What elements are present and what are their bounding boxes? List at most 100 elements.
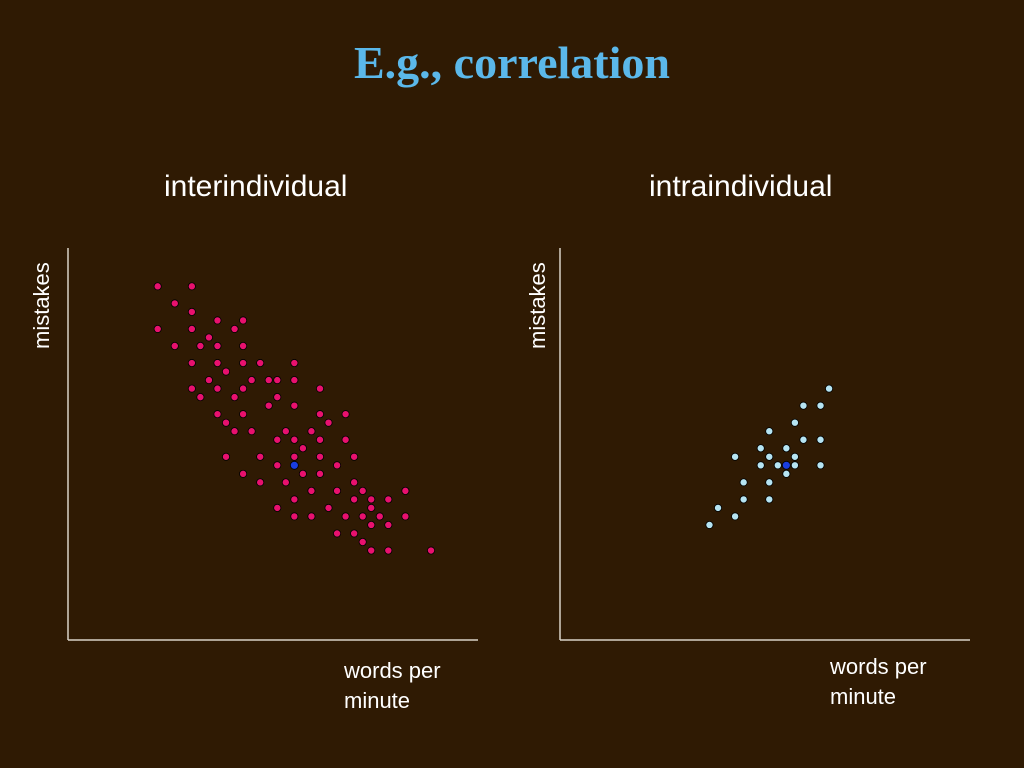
interindividual-data-point xyxy=(290,512,299,521)
interindividual-data-point xyxy=(358,512,367,521)
interindividual-data-point xyxy=(290,452,299,461)
interindividual-data-point xyxy=(341,410,350,419)
interindividual-data-point xyxy=(290,435,299,444)
interindividual-data-point xyxy=(384,520,393,529)
interindividual-data-point xyxy=(315,469,324,478)
interindividual-data-point xyxy=(307,427,316,436)
interindividual-data-point xyxy=(341,512,350,521)
intraindividual-mean-point xyxy=(781,460,791,470)
intraindividual-data-point xyxy=(739,478,748,487)
interindividual-data-point xyxy=(170,299,179,308)
interindividual-data-point xyxy=(264,401,273,410)
interindividual-data-point xyxy=(256,452,265,461)
intraindividual-data-point xyxy=(782,444,791,453)
interindividual-data-point xyxy=(281,478,290,487)
interindividual-data-point xyxy=(230,427,239,436)
interindividual-data-point xyxy=(239,341,248,350)
intraindividual-data-point xyxy=(799,401,808,410)
interindividual-data-point xyxy=(350,452,359,461)
interindividual-data-point xyxy=(256,359,265,368)
intraindividual-y-axis-label: mistakes xyxy=(525,262,550,349)
interindividual-data-point xyxy=(315,435,324,444)
interindividual-data-point xyxy=(222,418,231,427)
interindividual-data-point xyxy=(350,478,359,487)
interindividual-data-point xyxy=(187,282,196,291)
intraindividual-data-point xyxy=(790,452,799,461)
intraindividual-data-point xyxy=(731,452,740,461)
interindividual-data-point xyxy=(187,324,196,333)
interindividual-data-point xyxy=(290,359,299,368)
interindividual-chart-title: interindividual xyxy=(164,170,348,203)
intraindividual-data-point xyxy=(756,461,765,470)
interindividual-data-point xyxy=(307,512,316,521)
interindividual-data-point xyxy=(358,538,367,547)
interindividual-data-point xyxy=(315,384,324,393)
interindividual-data-point xyxy=(239,359,248,368)
interindividual-data-point xyxy=(187,307,196,316)
intraindividual-data-point xyxy=(773,461,782,470)
intraindividual-data-point xyxy=(816,401,825,410)
intraindividual-data-point xyxy=(816,461,825,470)
interindividual-data-point xyxy=(273,435,282,444)
interindividual-data-point xyxy=(187,359,196,368)
interindividual-data-point xyxy=(247,376,256,385)
interindividual-data-point xyxy=(247,427,256,436)
interindividual-data-point xyxy=(324,418,333,427)
interindividual-data-point xyxy=(341,435,350,444)
interindividual-data-point xyxy=(298,469,307,478)
interindividual-data-point xyxy=(222,452,231,461)
interindividual-y-axis-label: mistakes xyxy=(29,262,54,349)
intraindividual-data-point xyxy=(731,512,740,521)
interindividual-data-point xyxy=(367,495,376,504)
interindividual-data-point xyxy=(256,478,265,487)
intraindividual-data-point xyxy=(790,418,799,427)
interindividual-data-point xyxy=(170,341,179,350)
interindividual-data-point xyxy=(290,376,299,385)
intraindividual-data-point xyxy=(799,435,808,444)
interindividual-data-point xyxy=(290,401,299,410)
interindividual-data-point xyxy=(213,384,222,393)
intraindividual-data-point xyxy=(765,427,774,436)
interindividual-data-point xyxy=(204,376,213,385)
interindividual-data-point xyxy=(315,410,324,419)
interindividual-data-point xyxy=(375,512,384,521)
interindividual-data-point xyxy=(264,376,273,385)
interindividual-data-point xyxy=(427,546,436,555)
interindividual-data-point xyxy=(153,324,162,333)
intraindividual-data-point xyxy=(765,495,774,504)
interindividual-data-point xyxy=(384,546,393,555)
intraindividual-data-point xyxy=(825,384,834,393)
interindividual-data-point xyxy=(213,410,222,419)
intraindividual-data-point xyxy=(765,452,774,461)
interindividual-data-point xyxy=(384,495,393,504)
interindividual-data-point xyxy=(213,341,222,350)
interindividual-data-point xyxy=(239,384,248,393)
interindividual-data-point xyxy=(239,316,248,325)
intraindividual-data-point xyxy=(816,435,825,444)
intraindividual-data-point xyxy=(790,461,799,470)
interindividual-data-point xyxy=(307,486,316,495)
intraindividual-data-point xyxy=(782,469,791,478)
interindividual-data-point xyxy=(204,333,213,342)
interindividual-data-point xyxy=(196,393,205,402)
interindividual-data-point xyxy=(350,529,359,538)
interindividual-data-point xyxy=(187,384,196,393)
interindividual-data-point xyxy=(239,410,248,419)
interindividual-mean-point xyxy=(289,460,299,470)
interindividual-data-point xyxy=(367,546,376,555)
intraindividual-data-point xyxy=(705,520,714,529)
interindividual-data-point xyxy=(222,367,231,376)
intraindividual-scatter-chart xyxy=(559,248,970,641)
intraindividual-data-point xyxy=(739,495,748,504)
interindividual-data-point xyxy=(315,452,324,461)
interindividual-data-point xyxy=(367,503,376,512)
interindividual-data-point xyxy=(213,316,222,325)
interindividual-data-point xyxy=(273,376,282,385)
interindividual-data-point xyxy=(230,393,239,402)
intraindividual-data-point xyxy=(714,503,723,512)
interindividual-data-point xyxy=(333,461,342,470)
interindividual-data-point xyxy=(401,512,410,521)
interindividual-data-point xyxy=(324,503,333,512)
interindividual-data-point xyxy=(196,341,205,350)
